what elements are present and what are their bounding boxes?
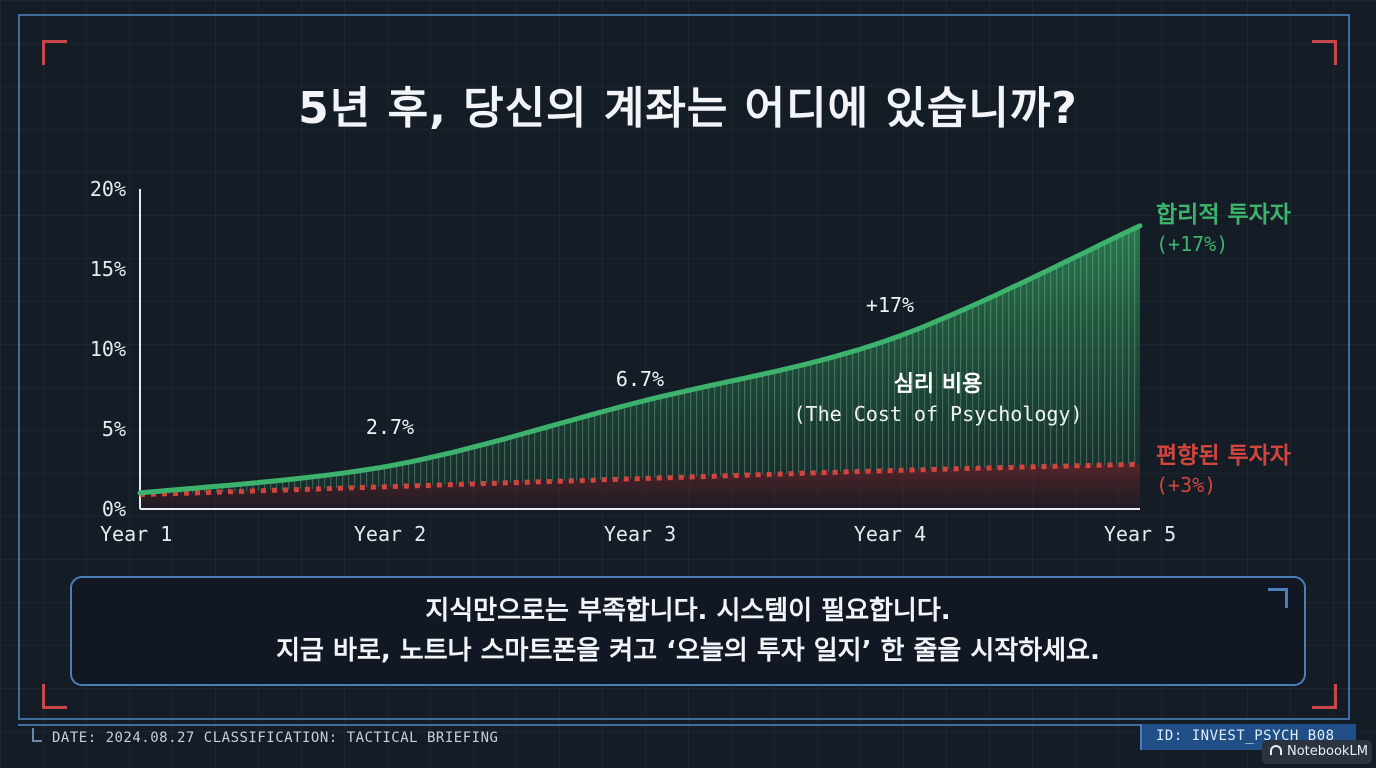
data-label: 6.7%	[616, 367, 664, 391]
y-tick-label: 15%	[90, 257, 126, 281]
x-tick-label: Year 4	[854, 522, 926, 546]
notebooklm-logo-icon	[1270, 745, 1282, 755]
notebooklm-badge[interactable]: NotebookLM	[1262, 740, 1372, 764]
x-tick-label: Year 1	[100, 522, 172, 546]
rational-investor-line	[137, 223, 1143, 496]
y-tick-label: 0%	[102, 497, 126, 521]
series-label-rational: 합리적 투자자	[1156, 202, 1291, 228]
gap-label-title: 심리 비용	[894, 372, 983, 397]
corner-bracket-top-left	[42, 40, 67, 65]
message-line-2: 지금 바로, 노트나 스마트폰을 켜고 ‘오늘의 투자 일지’ 한 줄을 시작하…	[276, 636, 1100, 666]
series-label-biased: 편향된 투자자	[1156, 443, 1291, 469]
corner-bracket-top-right	[1312, 40, 1337, 65]
badge-label: NotebookLM	[1287, 744, 1368, 759]
corner-bracket-bottom-left	[42, 684, 67, 709]
y-tick-label: 5%	[102, 417, 126, 441]
message-corner-bracket	[1268, 588, 1288, 608]
biased-investor-line	[139, 461, 1141, 498]
series-value-biased: (+3%)	[1156, 473, 1216, 497]
footer-info: DATE: 2024.08.27 CLASSIFICATION: TACTICA…	[52, 730, 499, 746]
x-tick-label: Year 2	[354, 522, 426, 546]
y-tick-label: 20%	[90, 177, 126, 201]
page-title: 5년 후, 당신의 계좌는 어디에 있습니까?	[298, 83, 1078, 134]
footer-bar: DATE: 2024.08.27 CLASSIFICATION: TACTICA…	[18, 724, 1350, 750]
message-line-1: 지식만으로는 부족합니다. 시스템이 필요합니다.	[425, 596, 951, 626]
series-value-rational: (+17%)	[1156, 232, 1228, 256]
gap-label-subtitle: (The Cost of Psychology)	[794, 402, 1083, 426]
corner-bracket-bottom-right	[1312, 684, 1337, 709]
biased-area-fill	[140, 464, 1140, 509]
x-tick-label: Year 3	[604, 522, 676, 546]
footer-bracket-icon	[32, 728, 42, 742]
message-box: 지식만으로는 부족합니다. 시스템이 필요합니다. 지금 바로, 노트나 스마트…	[70, 576, 1306, 686]
data-label: 2.7%	[366, 415, 414, 439]
data-label: +17%	[866, 293, 914, 317]
gap-area-hatch	[140, 225, 1140, 495]
x-tick-label: Year 5	[1104, 522, 1176, 546]
y-tick-label: 10%	[90, 337, 126, 361]
outer-frame	[18, 14, 1350, 720]
